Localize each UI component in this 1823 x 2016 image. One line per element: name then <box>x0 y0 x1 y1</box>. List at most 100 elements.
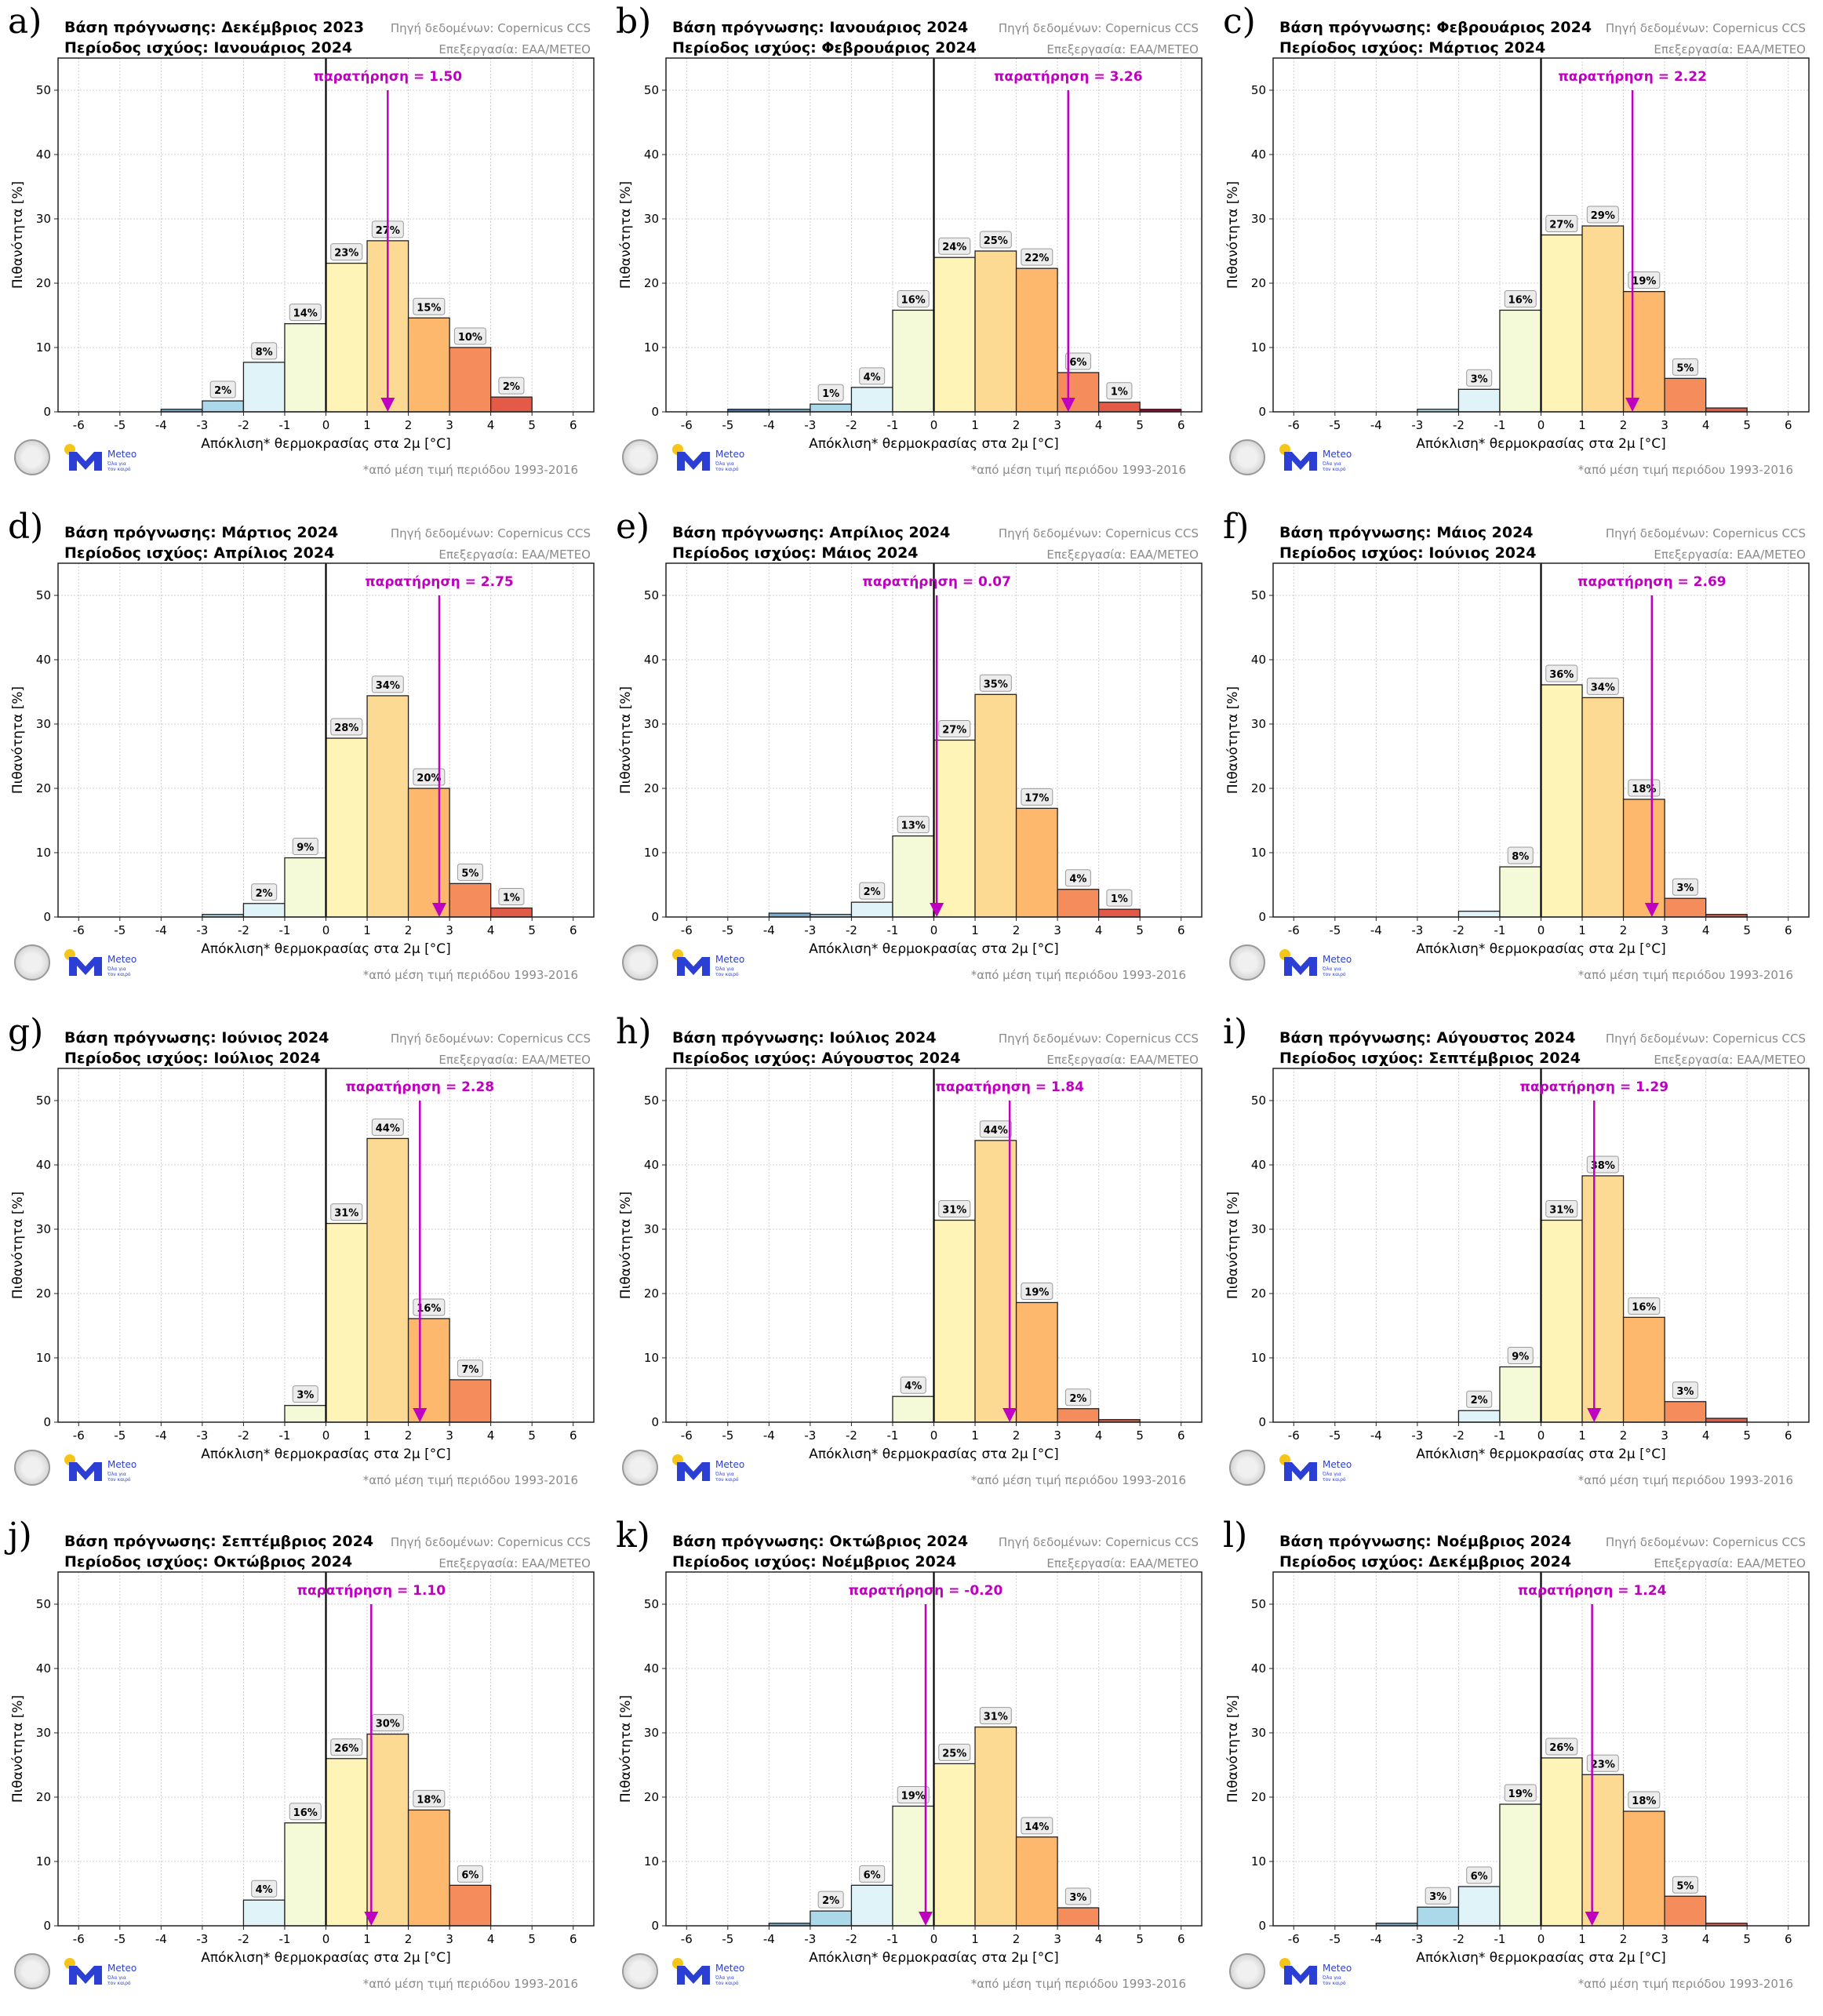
observatory-seal-icon <box>622 1450 658 1486</box>
chart-panel-b: b) Βάση πρόγνωσης: Ιανουάριος 2024 Περίο… <box>608 0 1216 502</box>
forecast-base-title: Βάση πρόγνωσης: Νοέμβριος 2024 <box>1279 1533 1572 1550</box>
x-tick-label: 0 <box>930 1428 938 1443</box>
y-tick-label: 20 <box>36 781 51 795</box>
bar-value-labels: 4% 31% 44% 19% 2% <box>900 1120 1091 1406</box>
observatory-seal-icon <box>622 439 658 475</box>
observatory-seal-icon <box>622 1953 658 1989</box>
bar-value-label: 18% <box>1632 1796 1656 1807</box>
bar-label-box <box>900 1376 926 1394</box>
bar-label-box <box>938 1743 971 1761</box>
y-tick-label: 0 <box>651 405 659 419</box>
bar-label-box <box>292 838 318 856</box>
footnote: *από μέση τιμή περιόδου 1993-2016 <box>362 463 578 477</box>
data-source-label: Πηγή δεδομένων: Copernicus CCS <box>998 21 1199 35</box>
histogram-bar <box>1057 372 1100 413</box>
x-tick-label: -3 <box>1411 1428 1423 1443</box>
bars <box>1457 1175 1748 1423</box>
bar-label-box <box>938 1200 971 1218</box>
y-axis-label: Πιθανότητα [%] <box>10 1695 26 1803</box>
x-tick-label: 3 <box>1053 1428 1061 1443</box>
bar-value-label: 10% <box>458 332 482 344</box>
meteo-m-logo-icon <box>677 957 710 976</box>
meteo-logo-name: Meteo <box>1323 449 1352 460</box>
bar-label-box <box>289 1803 322 1821</box>
panel-letter: k) <box>616 1516 650 1556</box>
bar-value-label: 9% <box>1512 1351 1529 1363</box>
y-tick-label: 10 <box>36 1351 51 1365</box>
x-tick-label: -6 <box>681 1932 693 1946</box>
histogram-chart: 3%6%19%26%23%18%5%παρατήρηση = 1.24-6 -5-… <box>1225 1571 1810 1966</box>
x-tick-label: 0 <box>322 1428 330 1443</box>
bar-label-box <box>453 327 486 345</box>
valid-period-title: Περίοδος ισχύος: Μάρτιος 2024 <box>1279 39 1546 56</box>
forecast-base-title: Βάση πρόγνωσης: Ιανουάριος 2024 <box>672 19 969 36</box>
bar-value-label: 28% <box>334 722 358 734</box>
x-axis-label: Απόκλιση* θερμοκρασίας στα 2μ [°C] <box>201 436 451 452</box>
histogram-bar <box>366 1733 409 1927</box>
x-tick-label: -1 <box>886 1932 898 1946</box>
y-tick-label: 40 <box>36 147 51 162</box>
bar-label-box <box>1064 1388 1091 1406</box>
bar-value-label: 27% <box>942 725 966 737</box>
histogram-bar <box>1581 697 1625 918</box>
forecast-base-title: Βάση πρόγνωσης: Ιούνιος 2024 <box>64 1029 329 1046</box>
bar-label-box <box>859 882 886 900</box>
chart-panel-e: e) Βάση πρόγνωσης: Απρίλιος 2024 Περίοδο… <box>608 505 1216 1007</box>
bar-value-label: 3% <box>1676 1386 1694 1398</box>
x-tick-label: -2 <box>238 923 249 937</box>
histogram-bar <box>1057 1907 1100 1927</box>
x-tick-label: 4 <box>1095 1932 1103 1946</box>
y-tick-label: 20 <box>644 1286 659 1301</box>
x-tick-label: -5 <box>114 923 126 937</box>
histogram-bar <box>1664 1895 1707 1927</box>
bar-value-label: 2% <box>503 381 520 393</box>
bar-value-label: 4% <box>256 1884 273 1896</box>
x-axis-label: Απόκλιση* θερμοκρασίας στα 2μ [°C] <box>1416 436 1666 452</box>
bars <box>1457 684 1748 918</box>
bar-label-box <box>1466 1390 1493 1408</box>
x-tick-label: -4 <box>763 1428 775 1443</box>
bar-value-label: 34% <box>1591 682 1615 693</box>
x-tick-label: -4 <box>155 923 167 937</box>
bar-value-label: 16% <box>1632 1301 1656 1313</box>
bar-label-box <box>251 883 278 901</box>
panel-letter: l) <box>1223 1516 1248 1556</box>
x-tick-label: -6 <box>681 1428 693 1443</box>
processing-label: Επεξεργασία: ΕΑΑ/METEO <box>1046 42 1199 56</box>
bar-label-box <box>1672 878 1698 896</box>
bar-label-box <box>209 380 236 398</box>
bar-value-label: 20% <box>417 773 441 784</box>
x-tick-label: -5 <box>1329 1932 1341 1946</box>
bar-value-label: 44% <box>984 1125 1008 1137</box>
observation-label: παρατήρηση = 2.22 <box>1558 69 1707 85</box>
x-axis-label: Απόκλιση* θερμοκρασίας στα 2μ [°C] <box>201 1950 451 1966</box>
x-tick-label: 5 <box>528 923 536 937</box>
histogram-chart: 3%16%27%29%19%5%παρατήρηση = 2.22-6 -5 -4-… <box>1225 57 1810 452</box>
y-tick-label: 50 <box>36 1597 51 1611</box>
y-tick-label: 50 <box>1251 1597 1266 1611</box>
x-tick-label: -3 <box>1411 418 1423 432</box>
histogram-bar <box>449 1884 492 1927</box>
x-tick-label: 4 <box>1702 418 1710 432</box>
bar-value-label: 16% <box>1508 294 1533 306</box>
observatory-seal-icon <box>14 1450 50 1486</box>
y-tick-label: 0 <box>1258 405 1266 419</box>
x-tick-label: 5 <box>1136 1428 1144 1443</box>
histogram-bar <box>974 1726 1017 1927</box>
bar-value-labels: 3% 31% 44% 16% 7% <box>292 1118 483 1403</box>
x-tick-label: 5 <box>1743 923 1751 937</box>
histogram-chart: 2% 9% 31% 38% 16% 3% παρατήρηση = 1.29 -6 -5 -4 -3… <box>1225 1068 1810 1462</box>
x-tick-label: -4 <box>763 418 775 432</box>
histogram-bar <box>1098 402 1141 413</box>
meteo-logo-name: Meteo <box>715 1459 745 1470</box>
meteo-logo-tagline: Όλα για τον καιρό <box>107 1975 131 1986</box>
histogram-bar <box>202 400 245 413</box>
bar-label-box <box>897 816 930 834</box>
x-tick-label: 1 <box>363 418 371 432</box>
forecast-base-title: Βάση πρόγνωσης: Αύγουστος 2024 <box>1279 1029 1576 1046</box>
bar-value-label: 4% <box>864 372 881 384</box>
bar-value-label: 2% <box>214 385 231 397</box>
bar-label-box <box>1021 1282 1053 1300</box>
meteo-logo-name: Meteo <box>107 449 137 460</box>
x-tick-label: 5 <box>528 1932 536 1946</box>
